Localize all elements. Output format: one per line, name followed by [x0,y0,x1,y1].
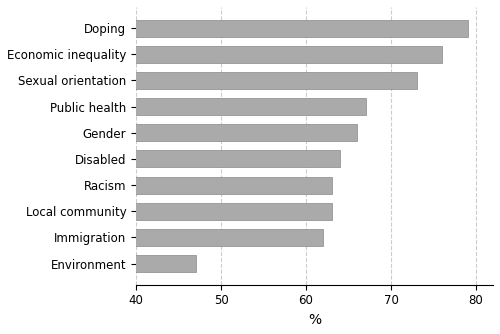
Bar [0,150,340,167]
Bar [0,124,357,141]
Bar [0,20,468,37]
Bar [0,72,416,89]
Bar [0,229,323,246]
Bar [0,98,366,115]
Bar [0,255,196,272]
Bar [0,203,332,220]
X-axis label: %: % [308,313,321,327]
Bar [0,46,442,63]
Bar [0,177,332,194]
